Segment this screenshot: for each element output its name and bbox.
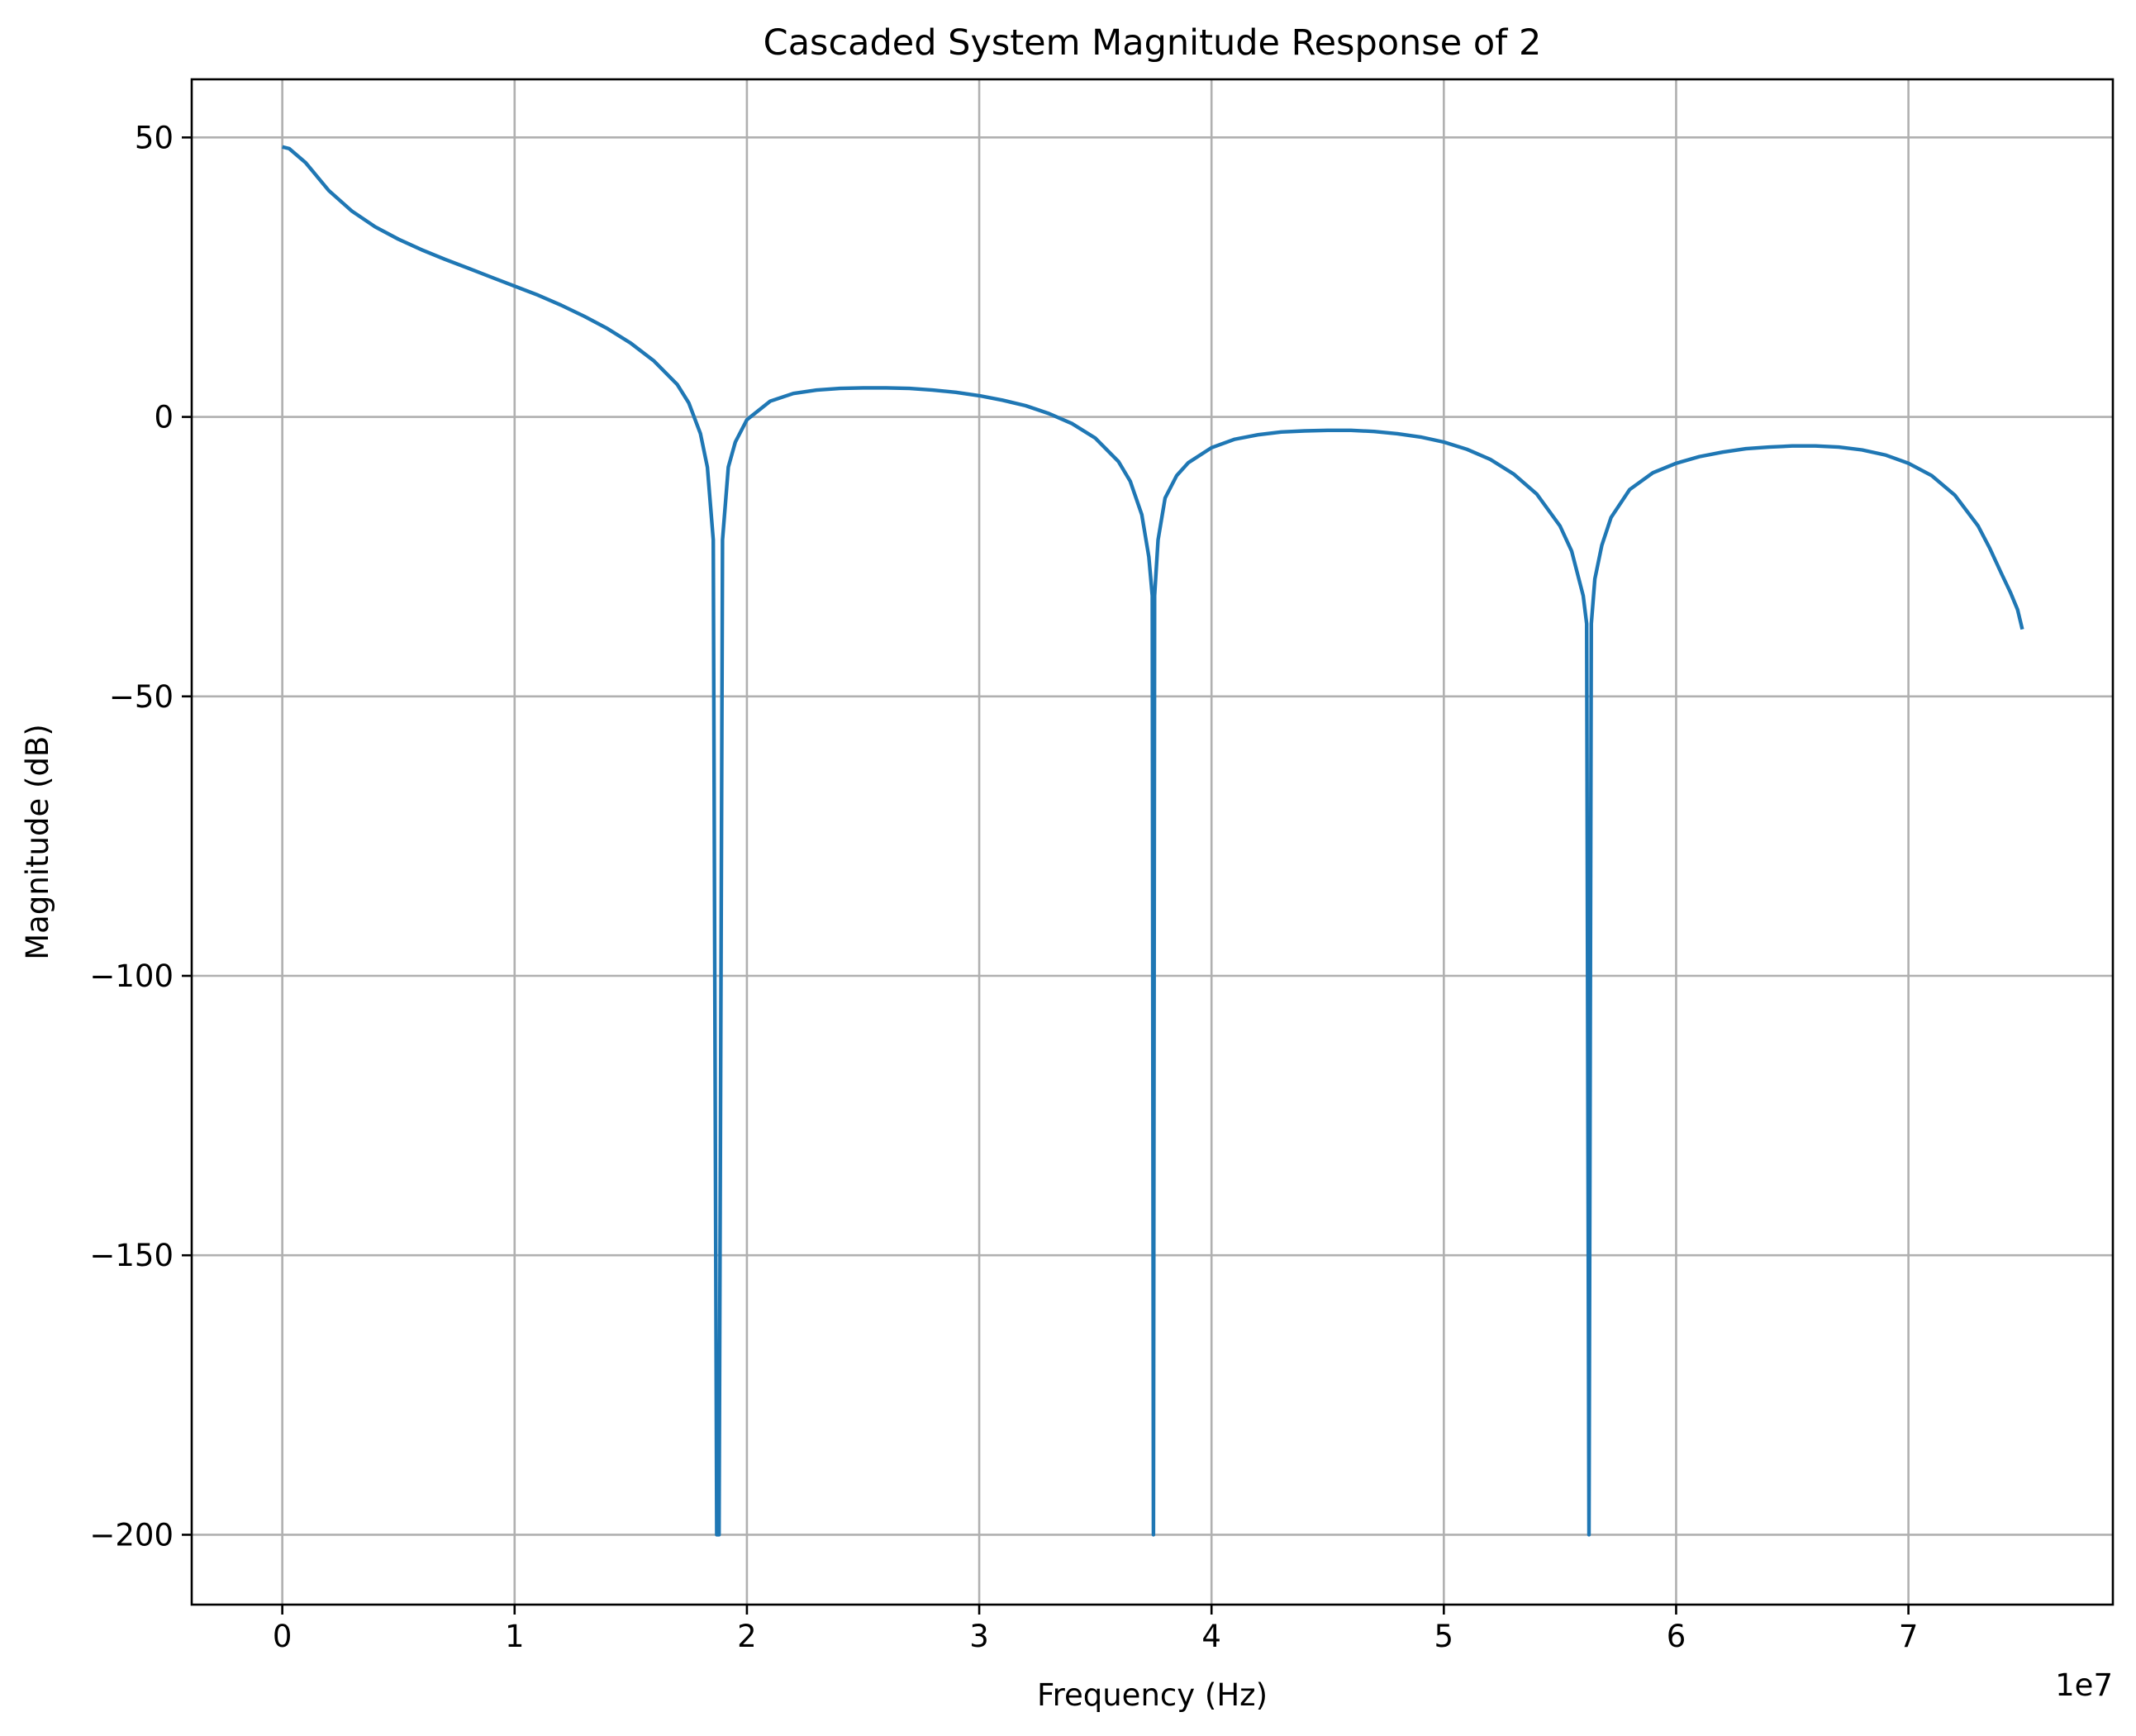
axis-ticks: 0 1 2 3 4 5 6 7 50 0 −50 −100 −150 −200 (89, 120, 1918, 1654)
y-tick-label: −200 (89, 1517, 174, 1553)
y-tick-label: −100 (89, 958, 174, 994)
y-tick-label: −50 (109, 679, 174, 715)
plot-area-frame (190, 78, 2115, 1606)
chart-title: Cascaded System Magnitude Response of 2 (764, 22, 1542, 64)
x-tick-label: 6 (1667, 1619, 1686, 1654)
y-tick-label: −150 (89, 1238, 174, 1273)
x-tick-label: 3 (969, 1619, 989, 1654)
x-tick-label: 5 (1434, 1619, 1454, 1654)
x-axis-label: Frequency (Hz) (1037, 1677, 1268, 1713)
x-tick-label: 1 (505, 1619, 525, 1654)
y-tick-label: 50 (135, 120, 174, 155)
x-tick-label: 0 (273, 1619, 293, 1654)
x-tick-label: 4 (1201, 1619, 1221, 1654)
x-tick-label: 2 (737, 1619, 757, 1654)
y-tick-label: 0 (154, 400, 174, 435)
x-axis-offset-label: 1e7 (2055, 1667, 2113, 1703)
series-layer (282, 145, 2024, 1537)
x-tick-label: 7 (1899, 1619, 1919, 1654)
y-axis-label: Magnitude (dB) (20, 724, 55, 960)
series-line (282, 145, 2024, 1537)
